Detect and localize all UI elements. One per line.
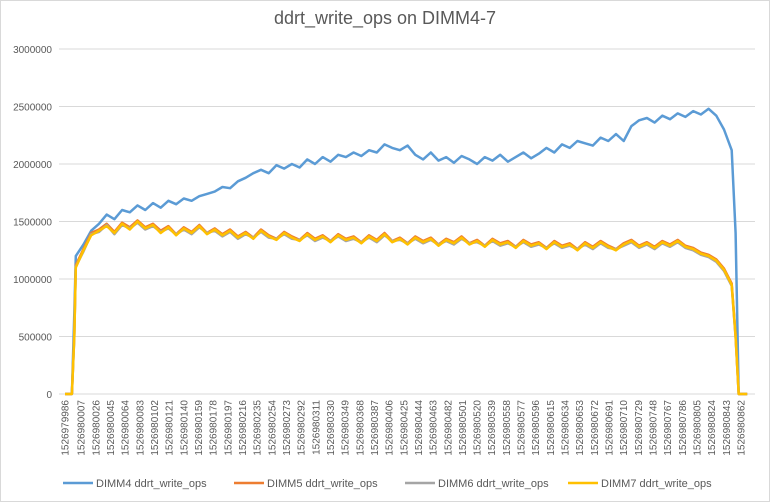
legend-label: DIMM4 ddrt_write_ops (96, 478, 207, 490)
x-tick-label: 1526980672 (590, 400, 601, 456)
y-tick-label: 500000 (19, 333, 53, 344)
x-tick-label: 1526980425 (399, 400, 410, 456)
x-tick-label: 1526980558 (502, 400, 513, 456)
series-line-dimm6 (65, 221, 748, 396)
x-tick-label: 1526980368 (355, 400, 366, 456)
x-tick-label: 1526980045 (106, 400, 117, 456)
x-tick-label: 1526980178 (209, 400, 220, 456)
y-tick-label: 0 (46, 390, 52, 401)
x-tick-label: 1526980691 (605, 400, 616, 456)
y-tick-label: 3000000 (13, 45, 52, 56)
x-tick-label: 1526980007 (77, 400, 88, 456)
x-tick-label: 1526980349 (341, 400, 352, 456)
x-tick-label: 1526980748 (649, 400, 660, 456)
y-tick-label: 1500000 (13, 218, 52, 229)
x-tick-label: 1526980121 (165, 400, 176, 456)
x-tick-label: 1526980140 (179, 400, 190, 456)
x-tick-label: 1526980710 (619, 400, 630, 456)
x-tick-label: 1526980862 (737, 400, 748, 456)
x-tick-label: 1526980786 (678, 400, 689, 456)
x-tick-label: 1526979986 (61, 400, 72, 456)
series-lines (65, 107, 748, 396)
x-tick-label: 1526980767 (663, 400, 674, 456)
x-tick-label: 1526980292 (297, 400, 308, 456)
x-tick-label: 1526980520 (473, 400, 484, 456)
chart-title: ddrt_write_ops on DIMM4-7 (274, 8, 496, 29)
x-tick-label: 1526980102 (150, 400, 161, 456)
x-tick-label: 1526980634 (561, 400, 572, 456)
legend: DIMM4 ddrt_write_ops DIMM5 ddrt_write_ops… (63, 478, 712, 490)
x-tick-label: 1526980311 (311, 400, 322, 455)
legend-label: DIMM7 ddrt_write_ops (601, 478, 712, 490)
x-tick-label: 1526980596 (531, 400, 542, 456)
x-tick-label: 1526980805 (693, 400, 704, 456)
x-tick-label: 1526980653 (575, 400, 586, 456)
x-tick-label: 1526980387 (370, 400, 381, 456)
x-tick-label: 1526980843 (722, 400, 733, 456)
series-line-dimm7 (65, 220, 748, 396)
x-tick-label: 1526980159 (194, 400, 205, 456)
x-tick-label: 1526980444 (414, 400, 425, 456)
x-axis: 1526979986 1526980007 1526980026 1526980045… (61, 400, 748, 456)
x-tick-label: 1526980463 (429, 400, 440, 456)
x-tick-label: 1526980026 (91, 400, 102, 456)
x-tick-label: 1526980824 (707, 400, 718, 456)
x-tick-label: 1526980273 (282, 400, 293, 456)
legend-label: DIMM6 ddrt_write_ops (438, 478, 549, 490)
x-tick-label: 1526980482 (443, 400, 454, 456)
x-tick-label: 1526980216 (238, 400, 249, 456)
series-line-dimm4 (65, 107, 748, 396)
y-axis: 0 500000 1000000 1500000 2000000 2500000 30000… (13, 45, 52, 401)
x-tick-label: 1526980254 (267, 400, 278, 456)
y-tick-label: 2500000 (13, 103, 52, 114)
legend-item: DIMM5 ddrt_write_ops (234, 478, 378, 490)
x-tick-label: 1526980064 (121, 400, 132, 456)
x-tick-label: 1526980729 (634, 400, 645, 456)
x-tick-label: 1526980539 (487, 400, 498, 456)
y-tick-label: 2000000 (13, 160, 52, 171)
legend-item: DIMM4 ddrt_write_ops (63, 478, 207, 490)
x-tick-label: 1526980406 (385, 400, 396, 456)
gridlines (59, 48, 755, 395)
x-tick-label: 1526980083 (135, 400, 146, 456)
legend-item: DIMM7 ddrt_write_ops (568, 478, 712, 490)
y-tick-label: 1000000 (13, 275, 52, 286)
legend-item: DIMM6 ddrt_write_ops (405, 478, 549, 490)
x-tick-label: 1526980615 (546, 400, 557, 456)
x-tick-label: 1526980577 (517, 400, 528, 456)
x-tick-label: 1526980501 (458, 400, 469, 456)
x-tick-label: 1526980197 (223, 400, 234, 456)
x-tick-label: 1526980330 (326, 400, 337, 456)
legend-label: DIMM5 ddrt_write_ops (267, 478, 378, 490)
x-tick-label: 1526980235 (253, 400, 264, 456)
